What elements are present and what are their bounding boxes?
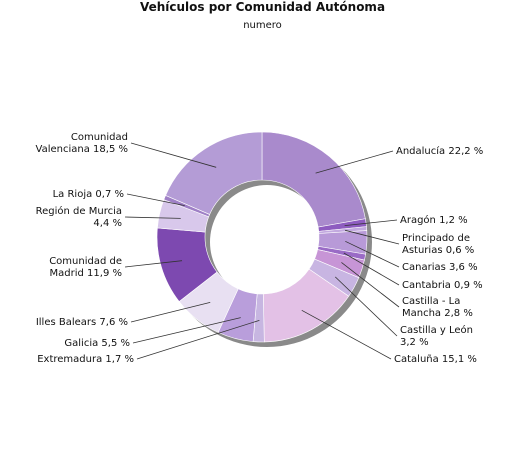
slice-label-line: Galicia 5,5 % [64,338,130,349]
slice-label: Cataluña 15,1 % [394,354,477,365]
leader-line [130,142,217,168]
slice-labels: Andalucía 22,2 % Aragón 1,2 % Principado d… [36,132,484,365]
slice-label: Illes Balears 7,6 % [36,317,128,328]
slice-label-line: Castilla - La [402,296,460,307]
leader-line [130,301,211,323]
leader-line [343,252,400,286]
slice-label-line: Valenciana 18,5 % [36,144,128,155]
slice-label: Cantabria 0,9 % [402,280,483,291]
slice-label-line: Illes Balears 7,6 % [36,317,128,328]
leader-line [124,216,181,219]
leader-line [136,319,260,360]
slice-label-line: 4,4 % [93,218,122,229]
slice-label: Canarias 3,6 % [402,262,478,273]
slice-label-line: Extremadura 1,7 % [37,354,134,365]
slice-label-line: Cantabria 0,9 % [402,280,483,291]
slice-label-line: Aragón 1,2 % [400,214,468,226]
slice-label-line: Castilla y León [400,324,473,336]
leader-line [345,240,400,268]
slice-label: Aragón 1,2 % [400,214,468,226]
slice-label-line: Asturias 0,6 % [402,245,474,256]
slice-label-line: Madrid 11,9 % [50,268,122,279]
chart-title: Vehículos por Comunidad Autónoma [139,0,386,14]
slice-label: La Rioja 0,7 % [53,189,124,200]
slice-label-line: Cataluña 15,1 % [394,354,477,365]
slice-label: Comunidad de Madrid 11,9 % [49,256,122,279]
donut-slices [156,131,368,343]
leader-line [132,317,241,344]
slice-label: Región de Murcia 4,4 % [36,205,122,229]
slice-label-line: Región de Murcia [36,205,122,217]
slice-label: Andalucía 22,2 % [396,145,483,157]
slice-label-line: La Rioja 0,7 % [53,189,124,200]
leader-line [301,309,392,360]
leader-line [334,276,398,337]
slice-label: Galicia 5,5 % [64,338,130,349]
slice-1 [261,131,366,228]
slice-label-line: Principado de [402,233,470,244]
slice-label: Principado de Asturias 0,6 % [402,233,474,256]
slice-label-line: Comunidad de [49,256,122,267]
leader-line [315,150,394,174]
slice-label: Extremadura 1,7 % [37,354,134,365]
slice-label-line: Comunidad [71,132,128,143]
slice-label: Castilla - La Mancha 2,8 % [402,296,473,319]
chart-subtitle: numero [243,20,282,31]
slice-label: Comunidad Valenciana 18,5 % [36,132,128,155]
slice-label-line: Mancha 2,8 % [402,308,473,319]
slice-15 [165,131,263,215]
leader-line [126,193,185,207]
leader-line [344,219,398,227]
leader-line [345,229,400,245]
slice-label: Castilla y León 3,2 % [400,324,473,348]
leader-line [124,260,183,268]
leader-line [341,262,400,308]
slice-label-line: Canarias 3,6 % [402,262,478,273]
slice-label-line: 3,2 % [400,337,429,348]
slice-label-line: Andalucía 22,2 % [396,145,483,157]
